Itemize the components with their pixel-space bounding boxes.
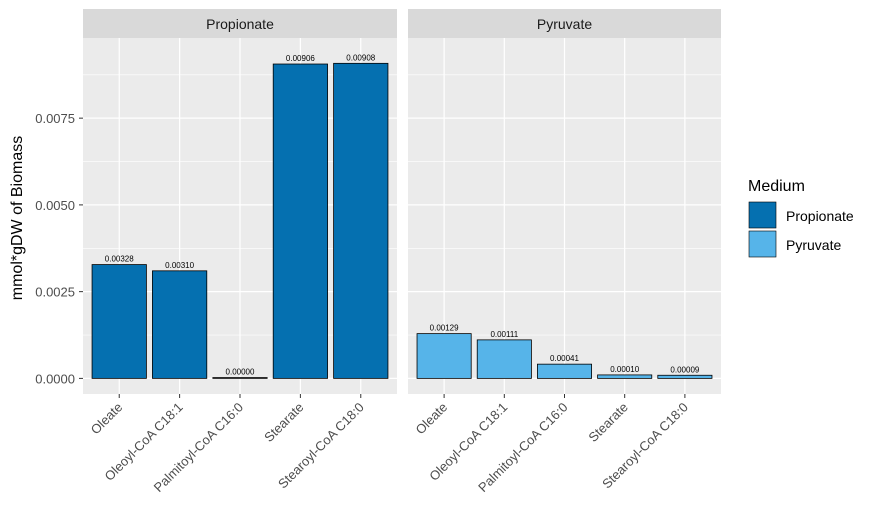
y-tick-label: 0.0050 bbox=[35, 198, 75, 213]
y-tick-label: 0.0075 bbox=[35, 111, 75, 126]
bar-pyruvate bbox=[657, 374, 713, 379]
legend: Medium Propionate Pyruvate bbox=[748, 178, 854, 258]
legend-swatch-propionate bbox=[748, 201, 777, 229]
legend-swatch-pyruvate bbox=[748, 230, 777, 258]
legend-label-propionate: Propionate bbox=[786, 208, 854, 224]
data-label: 0.00111 bbox=[490, 330, 518, 339]
facet-label-pyruvate: Pyruvate bbox=[537, 16, 592, 32]
x-tick-label: Stearate bbox=[261, 400, 306, 445]
y-tick-label: 0.0000 bbox=[35, 371, 75, 386]
y-axis: 0.0000 0.0025 0.0050 0.0075 bbox=[35, 111, 83, 386]
bar-pyruvate bbox=[597, 374, 653, 379]
facet-strip-propionate bbox=[83, 9, 397, 38]
facet-label-propionate: Propionate bbox=[206, 16, 274, 32]
data-label: 0.00041 bbox=[550, 354, 579, 363]
bar-pyruvate bbox=[537, 363, 592, 379]
bar-propionate bbox=[152, 270, 208, 379]
y-tick-label: 0.0025 bbox=[35, 285, 75, 300]
data-label: 0.00906 bbox=[286, 54, 315, 63]
legend-title: Medium bbox=[748, 178, 805, 195]
data-label: 0.00328 bbox=[105, 255, 134, 264]
data-label: 0.00010 bbox=[610, 365, 639, 374]
bar-propionate bbox=[91, 264, 147, 379]
panel-propionate: Propionate 0.00328 0.00310 0.00000 0.00906 0.… bbox=[83, 9, 397, 495]
data-label: 0.00310 bbox=[165, 261, 194, 270]
panel-pyruvate: Pyruvate 0.00129 0.00111 0.00041 0.00010 0.00… bbox=[408, 9, 721, 495]
data-label: 0.00908 bbox=[346, 53, 375, 62]
x-tick-label: Oleate bbox=[88, 400, 126, 438]
x-tick-label: Stearate bbox=[585, 400, 630, 445]
bar-propionate bbox=[333, 62, 389, 379]
data-label: 0.00000 bbox=[226, 368, 255, 377]
facet-strip-pyruvate bbox=[408, 9, 721, 38]
facet-panels: Propionate 0.00328 0.00310 0.00000 0.00906 0.… bbox=[35, 9, 721, 495]
legend-label-pyruvate: Pyruvate bbox=[786, 237, 841, 253]
data-label: 0.00009 bbox=[670, 365, 699, 374]
data-label: 0.00129 bbox=[430, 324, 459, 333]
bar-pyruvate bbox=[416, 333, 472, 379]
bar-propionate bbox=[272, 63, 328, 379]
bar-pyruvate bbox=[476, 339, 532, 379]
y-axis-title: mmol*gDW of Biomass bbox=[9, 136, 26, 300]
bar-propionate bbox=[212, 377, 268, 379]
x-tick-label: Oleate bbox=[413, 400, 451, 438]
